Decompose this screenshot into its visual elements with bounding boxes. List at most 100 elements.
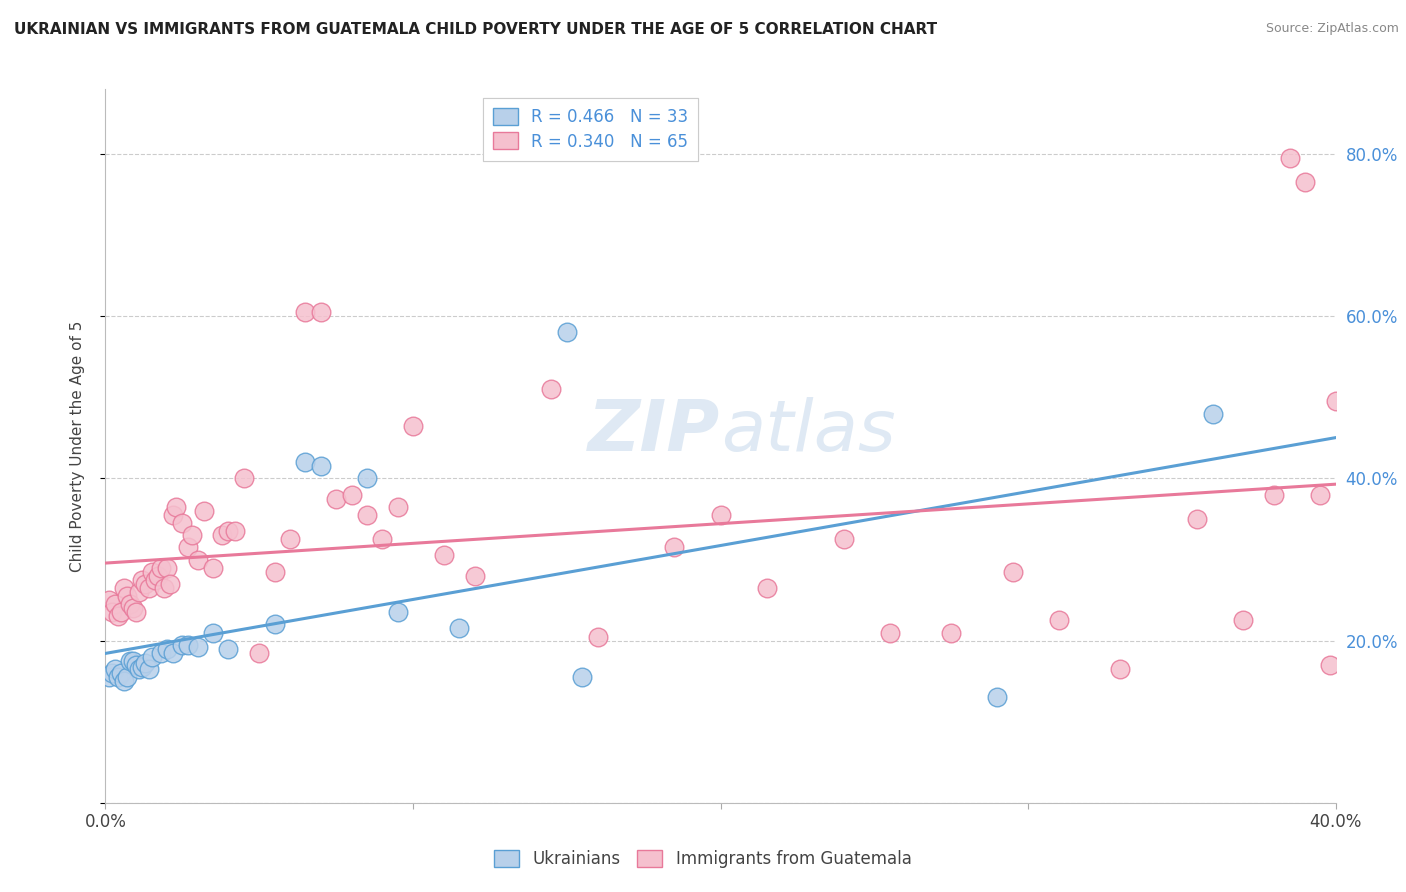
Point	[100, 605, 122, 619]
Point	[941, 625, 963, 640]
Point	[97, 670, 120, 684]
Point	[1263, 488, 1285, 502]
Point	[202, 625, 225, 640]
Point	[112, 581, 135, 595]
Point	[177, 638, 200, 652]
Point	[710, 508, 733, 522]
Point	[586, 630, 609, 644]
Point	[143, 573, 166, 587]
Point	[110, 666, 132, 681]
Point	[449, 622, 471, 636]
Point	[309, 459, 332, 474]
Point	[134, 657, 156, 671]
Point	[131, 659, 153, 673]
Point	[664, 541, 686, 555]
Text: UKRAINIAN VS IMMIGRANTS FROM GUATEMALA CHILD POVERTY UNDER THE AGE OF 5 CORRELAT: UKRAINIAN VS IMMIGRANTS FROM GUATEMALA C…	[14, 22, 938, 37]
Point	[387, 500, 409, 514]
Point	[120, 597, 141, 611]
Point	[571, 670, 593, 684]
Point	[165, 500, 187, 514]
Point	[122, 654, 145, 668]
Point	[187, 640, 209, 654]
Point	[1278, 151, 1301, 165]
Point	[1232, 613, 1254, 627]
Point	[193, 504, 215, 518]
Legend: R = 0.466   N = 33, R = 0.340   N = 65: R = 0.466 N = 33, R = 0.340 N = 65	[482, 97, 699, 161]
Text: ZIP: ZIP	[588, 397, 721, 467]
Point	[156, 641, 179, 656]
Point	[356, 508, 378, 522]
Point	[128, 585, 150, 599]
Point	[211, 528, 233, 542]
Point	[1201, 407, 1223, 421]
Point	[263, 617, 285, 632]
Point	[104, 597, 127, 611]
Point	[356, 471, 378, 485]
Point	[162, 508, 184, 522]
Point	[138, 581, 160, 595]
Point	[97, 593, 120, 607]
Point	[202, 560, 225, 574]
Point	[131, 573, 153, 587]
Point	[125, 605, 148, 619]
Point	[464, 568, 486, 582]
Point	[153, 581, 176, 595]
Point	[100, 666, 122, 681]
Point	[104, 662, 127, 676]
Point	[555, 326, 578, 340]
Point	[1109, 662, 1132, 676]
Point	[232, 471, 254, 485]
Point	[156, 560, 179, 574]
Point	[986, 690, 1008, 705]
Point	[172, 516, 194, 530]
Point	[159, 577, 181, 591]
Point	[120, 654, 141, 668]
Point	[218, 524, 240, 538]
Point	[1187, 512, 1209, 526]
Point	[1047, 613, 1070, 627]
Point	[187, 552, 209, 566]
Point	[278, 533, 301, 547]
Point	[149, 560, 172, 574]
Point	[115, 589, 138, 603]
Text: atlas: atlas	[721, 397, 896, 467]
Point	[540, 382, 562, 396]
Point	[107, 609, 129, 624]
Point	[177, 541, 200, 555]
Point	[755, 581, 778, 595]
Point	[149, 646, 172, 660]
Point	[162, 646, 184, 660]
Legend: Ukrainians, Immigrants from Guatemala: Ukrainians, Immigrants from Guatemala	[488, 843, 918, 875]
Point	[263, 565, 285, 579]
Point	[115, 670, 138, 684]
Point	[218, 641, 240, 656]
Point	[146, 568, 169, 582]
Point	[122, 601, 145, 615]
Point	[340, 488, 363, 502]
Point	[294, 305, 316, 319]
Point	[1294, 176, 1316, 190]
Point	[107, 670, 129, 684]
Point	[325, 491, 347, 506]
Point	[110, 605, 132, 619]
Point	[138, 662, 160, 676]
Point	[433, 549, 456, 563]
Y-axis label: Child Poverty Under the Age of 5: Child Poverty Under the Age of 5	[70, 320, 84, 572]
Text: Source: ZipAtlas.com: Source: ZipAtlas.com	[1265, 22, 1399, 36]
Point	[247, 646, 270, 660]
Point	[141, 565, 163, 579]
Point	[128, 662, 150, 676]
Point	[879, 625, 901, 640]
Point	[125, 657, 148, 672]
Point	[134, 577, 156, 591]
Point	[172, 638, 194, 652]
Point	[224, 524, 246, 538]
Point	[309, 305, 332, 319]
Point	[294, 455, 316, 469]
Point	[1319, 657, 1341, 672]
Point	[112, 674, 135, 689]
Point	[1001, 565, 1024, 579]
Point	[1324, 394, 1347, 409]
Point	[402, 418, 425, 433]
Point	[1309, 488, 1331, 502]
